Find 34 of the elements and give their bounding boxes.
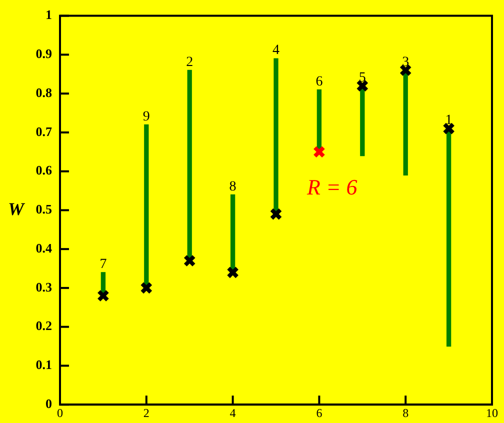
y-tick-label: 0.2 xyxy=(36,318,52,334)
annotation: 6 xyxy=(316,74,323,90)
x-tick-label: 2 xyxy=(143,406,150,420)
y-tick-label: 0.7 xyxy=(36,124,52,139)
point xyxy=(270,208,282,220)
point xyxy=(312,146,326,158)
y-tick-label: 0.3 xyxy=(36,279,52,294)
y-axis-title: W xyxy=(8,198,26,219)
x-tick-label: 10 xyxy=(486,406,498,420)
y-tick-label: 0.8 xyxy=(36,84,52,100)
annotation: 7 xyxy=(100,257,107,272)
annotation: 5 xyxy=(358,70,366,86)
y-tick-label: 0.4 xyxy=(36,240,52,256)
x-tick-label: 4 xyxy=(230,406,236,420)
point xyxy=(96,289,110,302)
point xyxy=(226,266,240,279)
annotation: 1 xyxy=(445,113,452,128)
y-tick-label: 0.1 xyxy=(36,357,52,372)
annotation: R = 6 xyxy=(306,174,358,200)
annotation: 8 xyxy=(229,179,236,194)
point xyxy=(140,282,153,294)
annotation: 2 xyxy=(186,54,194,70)
y-tick-label: 1 xyxy=(46,7,52,22)
point xyxy=(442,122,456,135)
x-tick-label: 6 xyxy=(316,406,322,420)
point xyxy=(183,254,196,267)
x-tick-label: 0 xyxy=(57,406,63,420)
y-tick-label: 0.6 xyxy=(36,162,52,178)
x-tick-label: 8 xyxy=(402,406,409,420)
annotation: 9 xyxy=(142,109,150,124)
annotation: 4 xyxy=(272,43,280,58)
y-tick-label: 0.5 xyxy=(36,202,52,217)
annotation: 3 xyxy=(402,54,410,70)
y-tick-label: 0.9 xyxy=(36,46,52,62)
